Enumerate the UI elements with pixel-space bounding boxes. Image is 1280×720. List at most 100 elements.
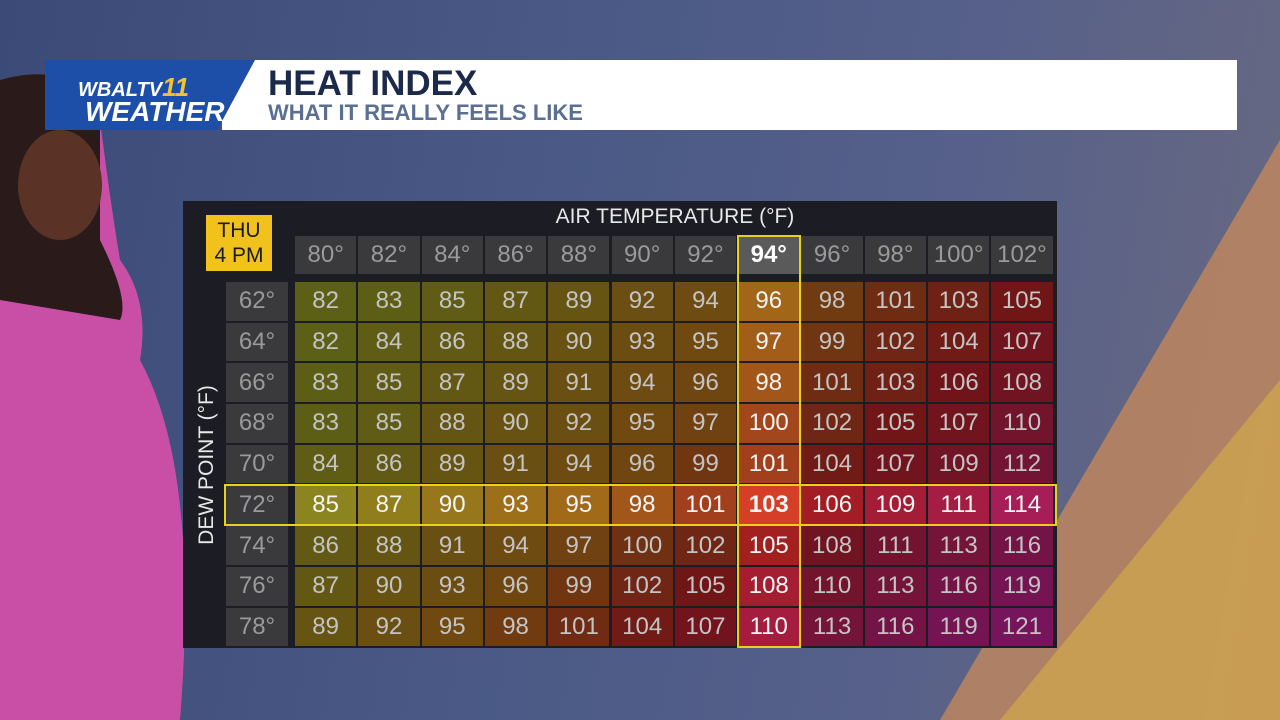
- heat-index-cell: 91: [484, 444, 547, 484]
- heat-index-cell: 119: [991, 566, 1053, 606]
- heat-index-cell: 98: [611, 485, 673, 525]
- heat-index-cell: 87: [484, 282, 547, 321]
- heat-index-cell: 95: [674, 322, 737, 362]
- column-header: 102°: [991, 236, 1053, 274]
- title: HEAT INDEX: [268, 64, 478, 103]
- heat-index-cell: 89: [421, 444, 483, 484]
- heat-index-cell: 110: [738, 607, 800, 647]
- heat-index-cell: 112: [991, 444, 1053, 484]
- logo-panel: [45, 60, 255, 130]
- heat-index-cell: 97: [548, 526, 610, 565]
- heat-index-cell: 95: [611, 404, 673, 443]
- heat-index-cell: 90: [421, 485, 483, 525]
- heat-index-cell: 108: [991, 363, 1053, 403]
- x-axis-label: AIR TEMPERATURE (°F): [555, 205, 795, 228]
- heat-index-cell: 103: [864, 363, 926, 403]
- row-header: 70°: [226, 444, 288, 484]
- row-header: 78°: [226, 607, 288, 647]
- row-header: 66°: [226, 363, 288, 403]
- heat-index-cell: 103: [738, 485, 800, 525]
- heat-index-cell: 107: [991, 322, 1053, 362]
- heat-index-cell: 82: [295, 322, 357, 362]
- heat-index-cell: 87: [358, 485, 420, 525]
- heat-index-cell: 96: [484, 566, 547, 606]
- heat-index-cell: 83: [358, 282, 420, 321]
- heat-index-cell: 114: [991, 485, 1053, 525]
- heat-index-cell: 105: [991, 282, 1053, 321]
- heat-index-cell: 87: [421, 363, 483, 403]
- heat-index-cell: 105: [864, 404, 926, 443]
- heat-index-cell: 98: [484, 607, 547, 647]
- heat-index-cell: 98: [738, 363, 800, 403]
- heat-index-cell: 86: [358, 444, 420, 484]
- heat-index-cell: 113: [928, 526, 990, 565]
- column-header: 86°: [484, 236, 547, 274]
- heat-index-cell: 106: [801, 485, 863, 525]
- heat-index-cell: 105: [674, 566, 737, 606]
- logo-top: WBALTV: [78, 79, 163, 101]
- heat-index-cell: 116: [991, 526, 1053, 565]
- heat-index-cell: 94: [611, 363, 673, 403]
- heat-index-cell: 110: [991, 404, 1053, 443]
- heat-index-cell: 93: [611, 322, 673, 362]
- heat-index-cell: 104: [611, 607, 673, 647]
- heat-index-cell: 88: [484, 322, 547, 362]
- heat-index-cell: 93: [484, 485, 547, 525]
- logo-bottom: WEATHER: [85, 96, 225, 127]
- column-header: 100°: [928, 236, 990, 274]
- heat-index-cell: 90: [484, 404, 547, 443]
- row-header: 68°: [226, 404, 288, 443]
- heat-index-cell: 91: [548, 363, 610, 403]
- heat-index-cell: 102: [611, 566, 673, 606]
- heat-index-cell: 100: [611, 526, 673, 565]
- heat-index-cell: 101: [801, 363, 863, 403]
- heat-index-cell: 90: [358, 566, 420, 606]
- heat-index-cell: 97: [674, 404, 737, 443]
- heat-index-cell: 88: [358, 526, 420, 565]
- heat-index-cell: 86: [421, 322, 483, 362]
- heat-index-cell: 94: [674, 282, 737, 321]
- column-header: 96°: [801, 236, 863, 274]
- heat-index-cell: 101: [548, 607, 610, 647]
- row-header: 64°: [226, 322, 288, 362]
- heat-index-cell: 92: [548, 404, 610, 443]
- logo: WBALTV11: [78, 72, 189, 103]
- heat-index-cell: 111: [928, 485, 990, 525]
- heat-index-cell: 89: [484, 363, 547, 403]
- heat-index-cell: 82: [295, 282, 357, 321]
- column-header: 98°: [864, 236, 926, 274]
- logo-channel: 11: [162, 72, 190, 102]
- heat-index-cell: 108: [738, 566, 800, 606]
- heat-index-cell: 99: [801, 322, 863, 362]
- heat-index-cell: 113: [864, 566, 926, 606]
- column-header: 88°: [548, 236, 610, 274]
- heat-index-cell: 113: [801, 607, 863, 647]
- heat-index-cell: 90: [548, 322, 610, 362]
- heat-index-cell: 94: [548, 444, 610, 484]
- heat-index-cell: 102: [801, 404, 863, 443]
- row-header: 72°: [226, 485, 288, 525]
- heat-index-cell: 116: [864, 607, 926, 647]
- heat-index-cell: 104: [928, 322, 990, 362]
- heat-index-cell: 87: [295, 566, 357, 606]
- heat-index-cell: 107: [674, 607, 737, 647]
- heat-index-cell: 95: [421, 607, 483, 647]
- heat-index-cell: 108: [801, 526, 863, 565]
- subtitle: WHAT IT REALLY FEELS LIKE: [268, 100, 583, 125]
- heat-index-cell: 84: [358, 322, 420, 362]
- heat-index-cell: 121: [991, 607, 1053, 647]
- heat-index-cell: 85: [358, 363, 420, 403]
- column-header: 84°: [421, 236, 483, 274]
- heat-index-cell: 119: [928, 607, 990, 647]
- heat-index-cell: 109: [928, 444, 990, 484]
- heat-index-cell: 105: [738, 526, 800, 565]
- heat-index-cell: 96: [611, 444, 673, 484]
- row-header: 62°: [226, 282, 288, 321]
- row-highlight: [224, 483, 1057, 527]
- heat-index-cell: 85: [295, 485, 357, 525]
- heat-index-cell: 92: [358, 607, 420, 647]
- heat-index-cell: 100: [738, 404, 800, 443]
- heat-index-cell: 97: [738, 322, 800, 362]
